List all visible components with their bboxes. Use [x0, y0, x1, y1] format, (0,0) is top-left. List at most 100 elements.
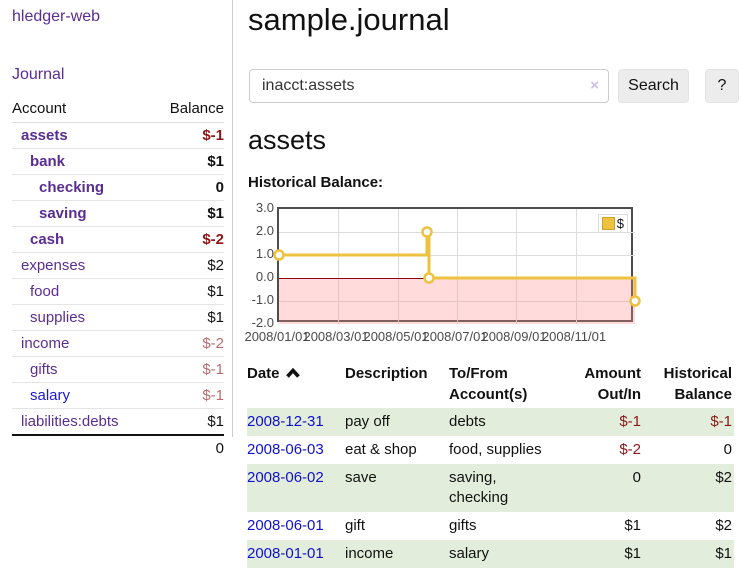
- account-link-salary[interactable]: salary: [30, 387, 71, 404]
- transaction-date-link[interactable]: 2008-06-01: [247, 517, 324, 534]
- account-balance: 0: [152, 174, 224, 201]
- sort-ascending-icon: [285, 363, 300, 384]
- transaction-amount: $-1: [619, 413, 641, 430]
- transaction-description: income: [345, 545, 394, 562]
- accounts-column-header: To/From Account(s): [449, 365, 528, 403]
- y-tick-label: 2.0: [255, 223, 274, 238]
- transaction-balance: $-1: [710, 413, 732, 430]
- transaction-date-link[interactable]: 2008-06-03: [247, 441, 324, 458]
- x-tick-label: 2008/11/01: [541, 329, 607, 344]
- account-link-income[interactable]: income: [21, 335, 70, 352]
- transaction-accounts: salary: [449, 545, 490, 562]
- account-link-expenses[interactable]: expenses: [21, 257, 86, 274]
- account-link-gifts[interactable]: gifts: [30, 361, 58, 378]
- x-tick-label: 2008/09/01: [481, 329, 547, 344]
- account-row: expenses $2: [12, 252, 224, 279]
- account-balance: $-1: [152, 122, 224, 149]
- y-tick-label: -1.0: [251, 292, 274, 307]
- date-header-label: Date: [247, 365, 280, 382]
- account-row: saving $1: [12, 200, 224, 227]
- clear-search-icon[interactable]: ×: [590, 77, 599, 94]
- account-balance: $1: [152, 148, 224, 175]
- x-tick-label: 2008/01/01: [244, 329, 310, 344]
- data-point: [629, 295, 641, 307]
- transaction-balance: $2: [715, 517, 732, 534]
- account-link-checking[interactable]: checking: [39, 179, 105, 196]
- page-title: sample.journal: [248, 2, 450, 37]
- account-link-liabilities-debts[interactable]: liabilities:debts: [21, 413, 119, 430]
- help-button[interactable]: ?: [705, 69, 739, 103]
- data-point: [421, 226, 433, 238]
- negative-balance-region: [279, 278, 635, 324]
- gridline: [398, 209, 399, 324]
- account-row: liabilities:debts $1: [12, 408, 224, 435]
- account-balance: $1: [152, 200, 224, 227]
- account-row: bank $1: [12, 148, 224, 175]
- y-tick-label: 1.0: [255, 246, 274, 261]
- account-heading: assets: [248, 125, 327, 155]
- search-input[interactable]: [249, 69, 609, 103]
- account-link-supplies[interactable]: supplies: [30, 309, 86, 326]
- account-row: assets $-1: [12, 122, 224, 149]
- account-link-saving[interactable]: saving: [39, 205, 87, 222]
- account-row: income $-2: [12, 330, 224, 357]
- sidebar-item-journal[interactable]: Journal: [12, 66, 65, 83]
- gridline: [457, 209, 458, 324]
- gridline: [279, 232, 635, 233]
- transaction-amount: $-2: [619, 441, 641, 458]
- legend-label: $: [616, 216, 624, 231]
- data-point: [273, 249, 285, 261]
- account-row: food $1: [12, 278, 224, 305]
- transaction-amount: $1: [624, 545, 641, 562]
- transaction-accounts: food, supplies: [449, 441, 542, 458]
- transactions-table: Date Description To/From Account(s) Amou…: [247, 360, 734, 568]
- date-column-header[interactable]: Date: [247, 360, 345, 408]
- gridline: [279, 301, 635, 302]
- transaction-balance: 0: [723, 441, 732, 458]
- account-balance-table: Account Balance assets $-1 bank $1 check…: [12, 97, 224, 461]
- y-tick-label: 3.0: [255, 200, 274, 215]
- historical-balance-chart: 3.0 2.0 1.0 0.0 -1.0 -2.0: [244, 200, 667, 345]
- account-balance: $-1: [152, 382, 224, 409]
- transaction-balance: $1: [715, 545, 732, 562]
- gridline: [576, 209, 577, 324]
- account-link-food[interactable]: food: [30, 283, 60, 300]
- account-link-cash[interactable]: cash: [30, 231, 65, 248]
- gridline: [338, 209, 339, 324]
- y-tick-label: 0.0: [255, 269, 274, 284]
- data-point: [423, 272, 435, 284]
- transaction-description: save: [345, 469, 377, 486]
- gridline: [279, 255, 635, 256]
- chart-title: Historical Balance:: [248, 174, 384, 191]
- account-row: cash $-2: [12, 226, 224, 253]
- transaction-row: 2008-06-03 eat & shop food, supplies $-2…: [247, 436, 734, 464]
- transaction-date-link[interactable]: 2008-06-02: [247, 469, 324, 486]
- account-link-bank[interactable]: bank: [30, 153, 66, 170]
- transaction-date-link[interactable]: 2008-12-31: [247, 413, 324, 430]
- app-title[interactable]: hledger-web: [12, 8, 101, 25]
- account-balance: $-1: [152, 356, 224, 383]
- transaction-accounts: debts: [449, 413, 486, 430]
- account-balance: $1: [152, 304, 224, 331]
- transaction-description: eat & shop: [345, 441, 417, 458]
- main-content: sample.journal × Search ? assets Histori…: [244, 0, 742, 582]
- account-balance: $-2: [152, 330, 224, 357]
- account-link-assets[interactable]: assets: [21, 127, 68, 144]
- balance-step-line: [273, 226, 641, 307]
- transaction-description: gift: [345, 517, 366, 534]
- gridline: [516, 209, 517, 324]
- transaction-row: 2008-06-02 save saving, checking 0 $2: [247, 464, 734, 512]
- search-button[interactable]: Search: [618, 69, 689, 103]
- account-column-header: Account: [12, 97, 153, 123]
- transaction-amount: 0: [632, 469, 641, 486]
- x-tick-label: 2008/05/01: [363, 329, 429, 344]
- transaction-row: 2008-12-31 pay off debts $-1 $-1: [247, 408, 734, 436]
- transaction-accounts: saving, checking: [449, 469, 509, 506]
- account-row: salary $-1: [12, 382, 224, 409]
- chart-plot-area: $: [273, 207, 641, 324]
- account-balance: $-2: [152, 226, 224, 253]
- transaction-date-link[interactable]: 2008-01-01: [247, 545, 324, 562]
- transaction-accounts: gifts: [449, 517, 477, 534]
- transactions-header-row: Date Description To/From Account(s) Amou…: [247, 360, 734, 408]
